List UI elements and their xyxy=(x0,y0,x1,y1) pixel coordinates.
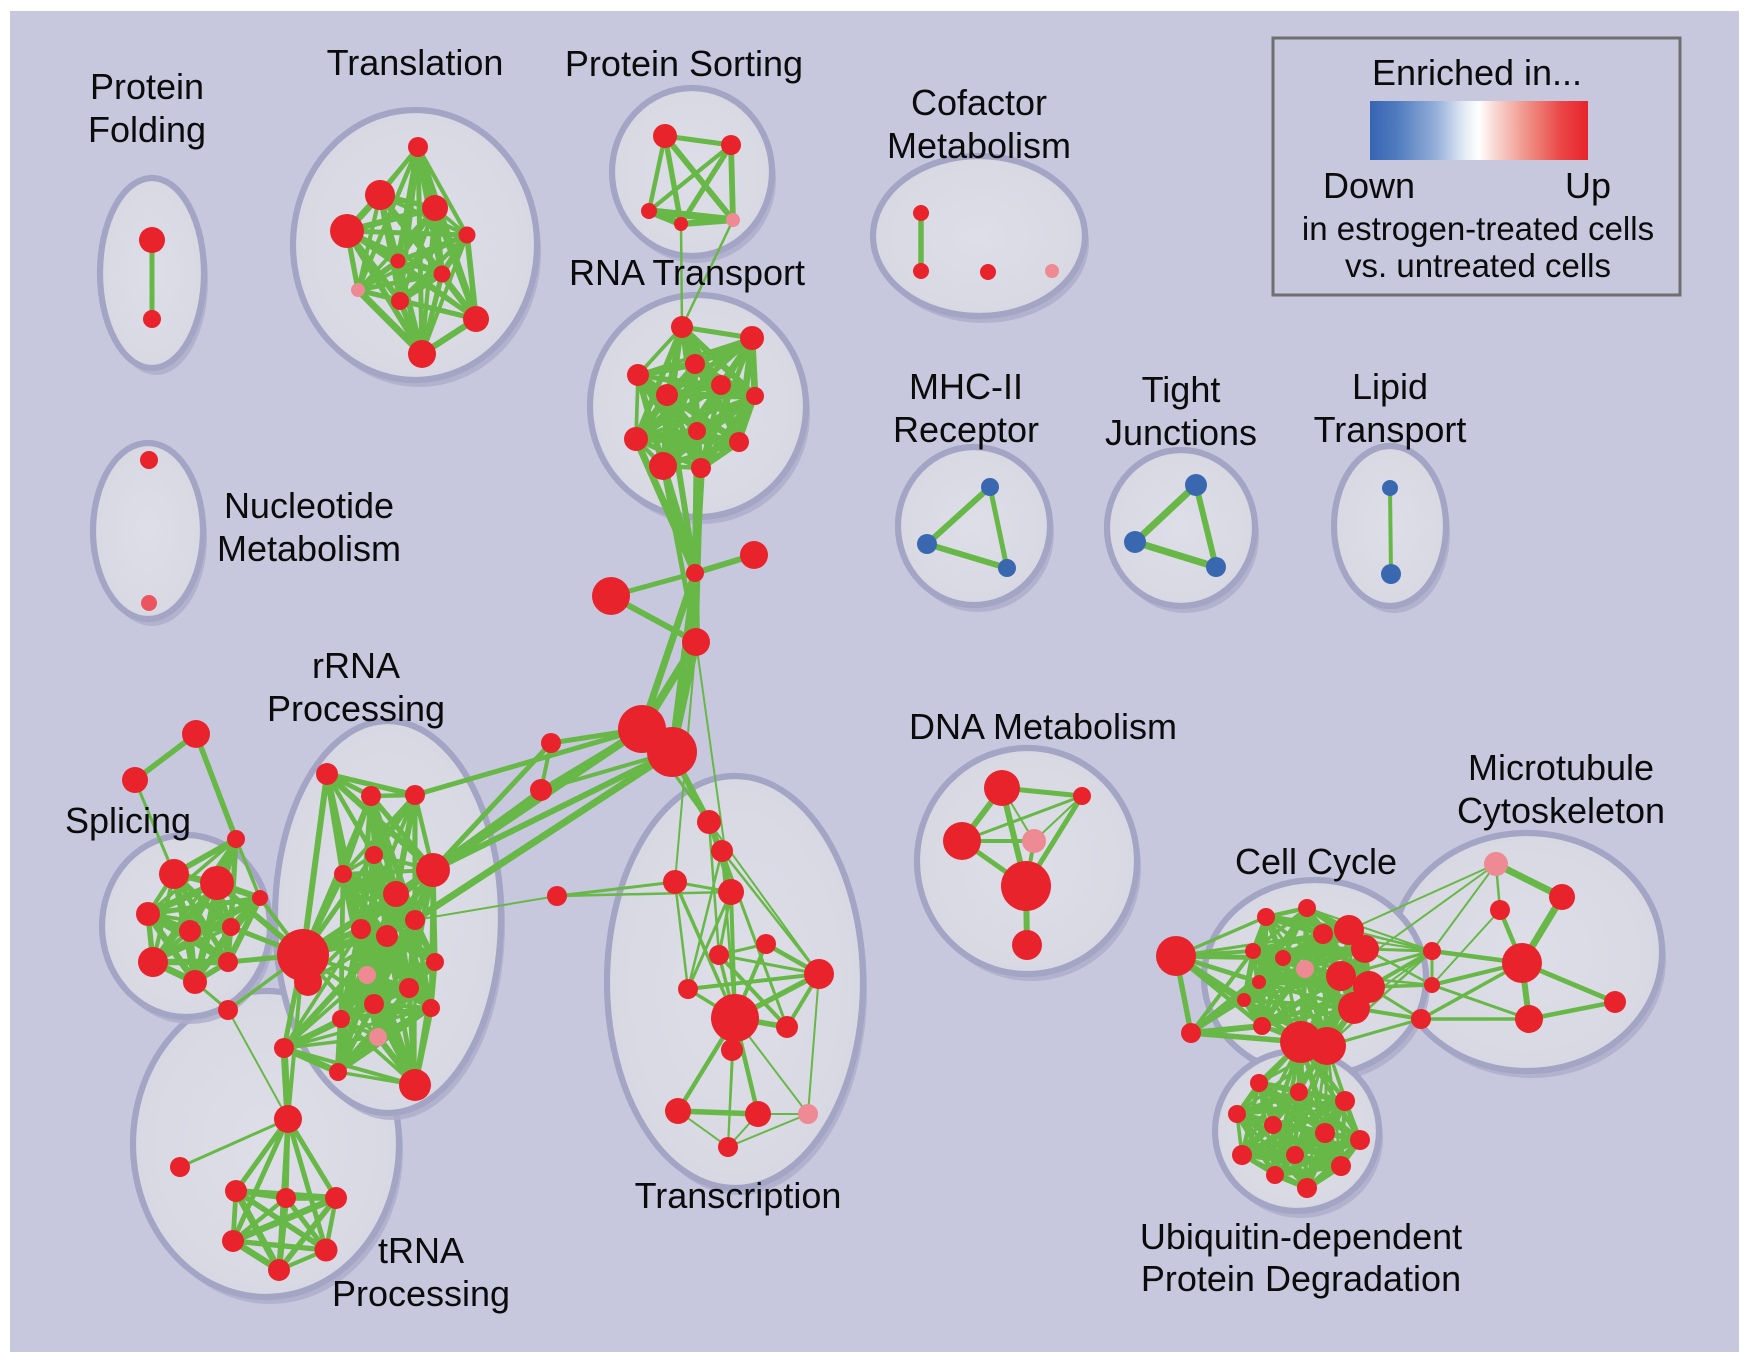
svg-text:Up: Up xyxy=(1565,165,1611,206)
svg-text:Microtubule: Microtubule xyxy=(1468,747,1654,788)
svg-text:Junctions: Junctions xyxy=(1105,412,1257,453)
svg-text:Enriched in...: Enriched in... xyxy=(1372,52,1582,93)
svg-text:Down: Down xyxy=(1323,165,1415,206)
svg-text:DNA Metabolism: DNA Metabolism xyxy=(909,706,1177,747)
svg-text:Cytoskeleton: Cytoskeleton xyxy=(1457,790,1665,831)
svg-text:Cofactor: Cofactor xyxy=(911,82,1047,123)
svg-text:Tight: Tight xyxy=(1142,369,1221,410)
svg-text:Transport: Transport xyxy=(1314,409,1467,450)
svg-text:RNA Transport: RNA Transport xyxy=(569,252,805,293)
svg-text:Nucleotide: Nucleotide xyxy=(224,485,394,526)
svg-text:tRNA: tRNA xyxy=(378,1230,464,1271)
svg-text:vs. untreated cells: vs. untreated cells xyxy=(1345,247,1611,284)
svg-text:Lipid: Lipid xyxy=(1352,366,1428,407)
svg-text:Translation: Translation xyxy=(327,42,504,83)
svg-text:Splicing: Splicing xyxy=(65,800,191,841)
svg-text:Transcription: Transcription xyxy=(635,1175,842,1216)
svg-text:rRNA: rRNA xyxy=(312,645,400,686)
svg-text:Cell Cycle: Cell Cycle xyxy=(1235,841,1397,882)
svg-text:Processing: Processing xyxy=(332,1273,510,1314)
svg-text:Ubiquitin-dependent: Ubiquitin-dependent xyxy=(1140,1216,1462,1257)
svg-text:Receptor: Receptor xyxy=(893,409,1039,450)
svg-text:Processing: Processing xyxy=(267,688,445,729)
svg-text:Protein: Protein xyxy=(90,66,204,107)
svg-text:Protein Degradation: Protein Degradation xyxy=(1141,1258,1461,1299)
svg-text:Folding: Folding xyxy=(88,109,206,150)
svg-text:Metabolism: Metabolism xyxy=(887,125,1071,166)
svg-text:Metabolism: Metabolism xyxy=(217,528,401,569)
svg-text:in estrogen-treated cells: in estrogen-treated cells xyxy=(1302,210,1654,247)
svg-text:Protein Sorting: Protein Sorting xyxy=(565,43,803,84)
svg-text:MHC-II: MHC-II xyxy=(909,366,1023,407)
